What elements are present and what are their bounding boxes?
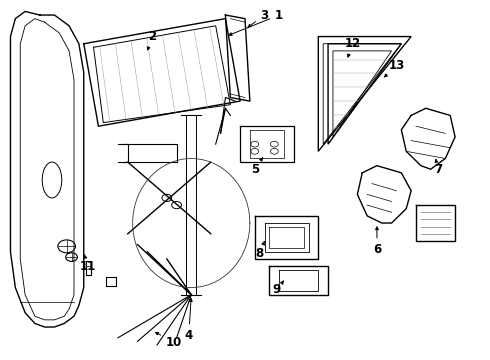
Text: 12: 12 — [344, 37, 361, 57]
Text: 7: 7 — [434, 159, 442, 176]
Text: 10: 10 — [156, 332, 182, 348]
Text: 9: 9 — [272, 281, 284, 296]
Text: 5: 5 — [251, 158, 263, 176]
Text: 1: 1 — [229, 9, 283, 35]
Text: 3: 3 — [248, 9, 269, 27]
Text: 6: 6 — [373, 227, 381, 256]
Text: 11: 11 — [79, 255, 96, 273]
Text: 2: 2 — [147, 30, 156, 50]
Text: 4: 4 — [185, 298, 193, 342]
Text: 13: 13 — [385, 59, 405, 77]
Text: 8: 8 — [255, 242, 265, 260]
